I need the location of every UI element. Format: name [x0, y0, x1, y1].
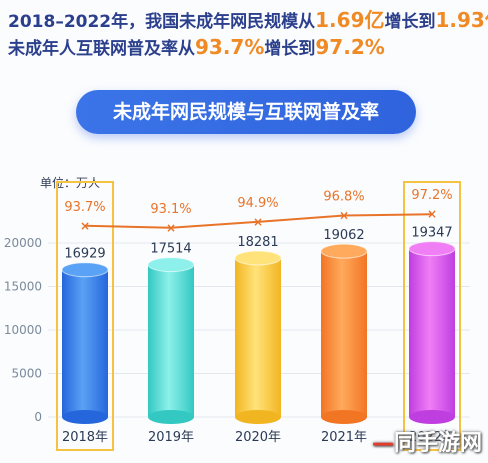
bar-value-label: 16929: [64, 247, 105, 262]
x-tick-label: 2019年: [148, 430, 194, 445]
headline-line2: 未成年人互联网普及率从93.7%增长到97.2%: [8, 34, 385, 59]
rate-point: ×: [339, 209, 349, 223]
bar-base: [321, 410, 367, 424]
bar-top: [234, 250, 282, 266]
rate-point: ×: [166, 221, 176, 235]
x-tick-label: 2022年: [409, 430, 455, 445]
bar-base: [62, 410, 108, 424]
rate-label: 94.9%: [237, 196, 278, 211]
headline2-prefix: 未成年人互联网普及率从: [8, 39, 195, 59]
headline1-value-start: 1.69亿: [315, 8, 385, 32]
bar-top: [61, 262, 109, 278]
bar: [235, 257, 281, 417]
rate-point: ×: [253, 215, 263, 229]
headline1-value-end: 1.93亿: [435, 8, 488, 32]
rate-point: ×: [80, 219, 90, 233]
bar: [321, 251, 367, 417]
y-tick-label: 15000: [4, 280, 42, 294]
y-tick-label: 10000: [4, 323, 42, 337]
bar-value-label: 19062: [323, 228, 364, 243]
rate-label: 93.1%: [150, 202, 191, 217]
headline2-value-start: 93.7%: [195, 35, 265, 59]
y-tick-label: 20000: [4, 236, 42, 250]
rate-label: 93.7%: [64, 200, 105, 215]
headline1-prefix: 2018–2022年，我国未成年网民规模从: [8, 12, 316, 32]
bar-base: [148, 410, 194, 424]
headline2-mid: 增长到: [264, 39, 316, 59]
bar-value-label: 18281: [237, 235, 278, 250]
bar-base: [409, 410, 455, 424]
bar-value-label: 17514: [150, 242, 191, 257]
bar-top: [408, 241, 456, 257]
bar-top: [147, 257, 195, 273]
bar-top: [320, 243, 368, 259]
rate-point: ×: [427, 207, 437, 221]
rate-label: 96.8%: [323, 190, 364, 205]
headline-line1: 2018–2022年，我国未成年网民规模从1.69亿增长到1.93亿: [8, 4, 488, 33]
x-tick-label: 2018年: [62, 430, 108, 445]
chart-title: 未成年网民规模与互联网普及率: [76, 90, 416, 134]
headline2-value-end: 97.2%: [315, 35, 385, 59]
rate-line: [84, 213, 433, 229]
bar: [409, 248, 455, 417]
y-tick-label: 0: [34, 410, 42, 424]
bar: [62, 269, 108, 417]
highlight-box: [56, 181, 114, 451]
rate-label: 97.2%: [411, 188, 452, 203]
watermark-logo: —同手游网: [371, 431, 482, 456]
bar-value-label: 19347: [411, 226, 452, 241]
x-tick-label: 2020年: [235, 430, 281, 445]
x-tick-label: 2021年: [321, 430, 367, 445]
highlight-box: [403, 181, 461, 451]
bar-base: [235, 410, 281, 424]
y-tick-label: 5000: [11, 367, 42, 381]
headline1-mid: 增长到: [384, 12, 436, 32]
bar: [148, 264, 194, 417]
